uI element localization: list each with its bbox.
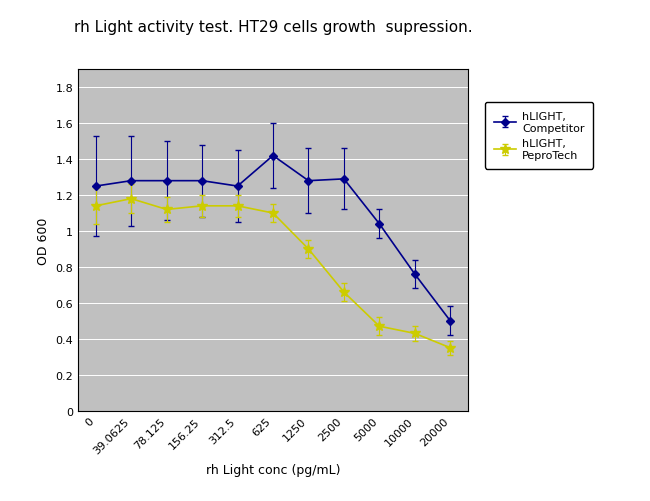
X-axis label: rh Light conc (pg/mL): rh Light conc (pg/mL) xyxy=(206,463,340,476)
Text: rh Light activity test. HT29 cells growth  supression.: rh Light activity test. HT29 cells growt… xyxy=(73,20,473,35)
Legend: hLIGHT,
Competitor, hLIGHT,
PeproTech: hLIGHT, Competitor, hLIGHT, PeproTech xyxy=(486,103,593,169)
Y-axis label: OD 600: OD 600 xyxy=(37,217,50,264)
